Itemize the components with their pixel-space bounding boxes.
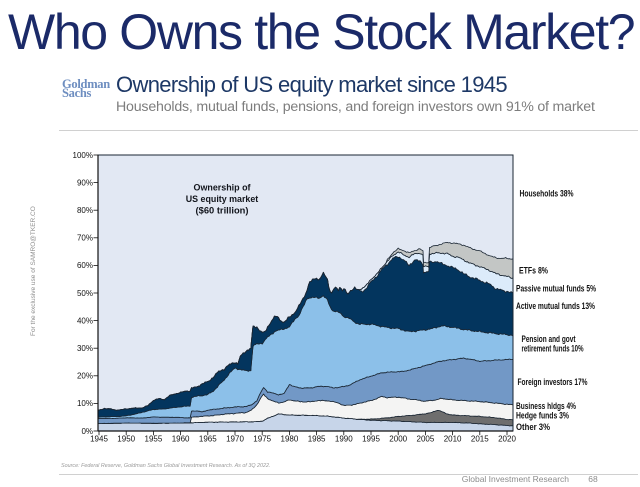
- svg-text:80%: 80%: [77, 206, 93, 215]
- svg-text:Foreign investors 17%: Foreign investors 17%: [518, 377, 588, 387]
- svg-text:($60 trillion): ($60 trillion): [196, 206, 249, 217]
- svg-text:Ownership of: Ownership of: [194, 183, 252, 194]
- svg-text:1985: 1985: [308, 435, 326, 444]
- svg-text:40%: 40%: [77, 316, 93, 325]
- svg-text:Passive mutual funds 5%: Passive mutual funds 5%: [516, 283, 596, 293]
- svg-text:1995: 1995: [362, 435, 380, 444]
- svg-text:ETFs 8%: ETFs 8%: [519, 266, 548, 276]
- svg-text:2010: 2010: [444, 435, 462, 444]
- svg-text:Households 38%: Households 38%: [520, 188, 574, 198]
- svg-text:US equity market: US equity market: [186, 194, 259, 205]
- svg-text:1975: 1975: [253, 435, 271, 444]
- svg-text:30%: 30%: [77, 344, 93, 353]
- svg-text:1955: 1955: [145, 435, 163, 444]
- svg-text:Pension and govt: Pension and govt: [522, 334, 576, 344]
- svg-text:2005: 2005: [417, 435, 435, 444]
- svg-text:Other 3%: Other 3%: [516, 422, 550, 432]
- svg-text:70%: 70%: [77, 234, 93, 243]
- svg-text:1980: 1980: [281, 435, 299, 444]
- svg-text:2015: 2015: [471, 435, 489, 444]
- svg-text:retirement funds 10%: retirement funds 10%: [522, 343, 584, 353]
- svg-text:20%: 20%: [77, 372, 93, 381]
- svg-text:100%: 100%: [73, 151, 93, 160]
- svg-text:90%: 90%: [77, 178, 93, 187]
- svg-text:2020: 2020: [498, 435, 516, 444]
- svg-text:0%: 0%: [81, 427, 93, 436]
- svg-text:1970: 1970: [226, 435, 244, 444]
- svg-text:1990: 1990: [335, 435, 353, 444]
- svg-text:Active mutual funds 13%: Active mutual funds 13%: [516, 301, 595, 311]
- svg-text:1950: 1950: [117, 435, 135, 444]
- svg-text:1945: 1945: [90, 435, 108, 444]
- svg-text:10%: 10%: [77, 399, 93, 408]
- svg-text:50%: 50%: [77, 289, 93, 298]
- svg-text:2000: 2000: [389, 435, 407, 444]
- svg-text:1960: 1960: [172, 435, 190, 444]
- svg-text:Business hldgs 4%: Business hldgs 4%: [516, 401, 576, 411]
- svg-text:60%: 60%: [77, 261, 93, 270]
- svg-text:Hedge funds 3%: Hedge funds 3%: [516, 411, 569, 421]
- svg-text:1965: 1965: [199, 435, 217, 444]
